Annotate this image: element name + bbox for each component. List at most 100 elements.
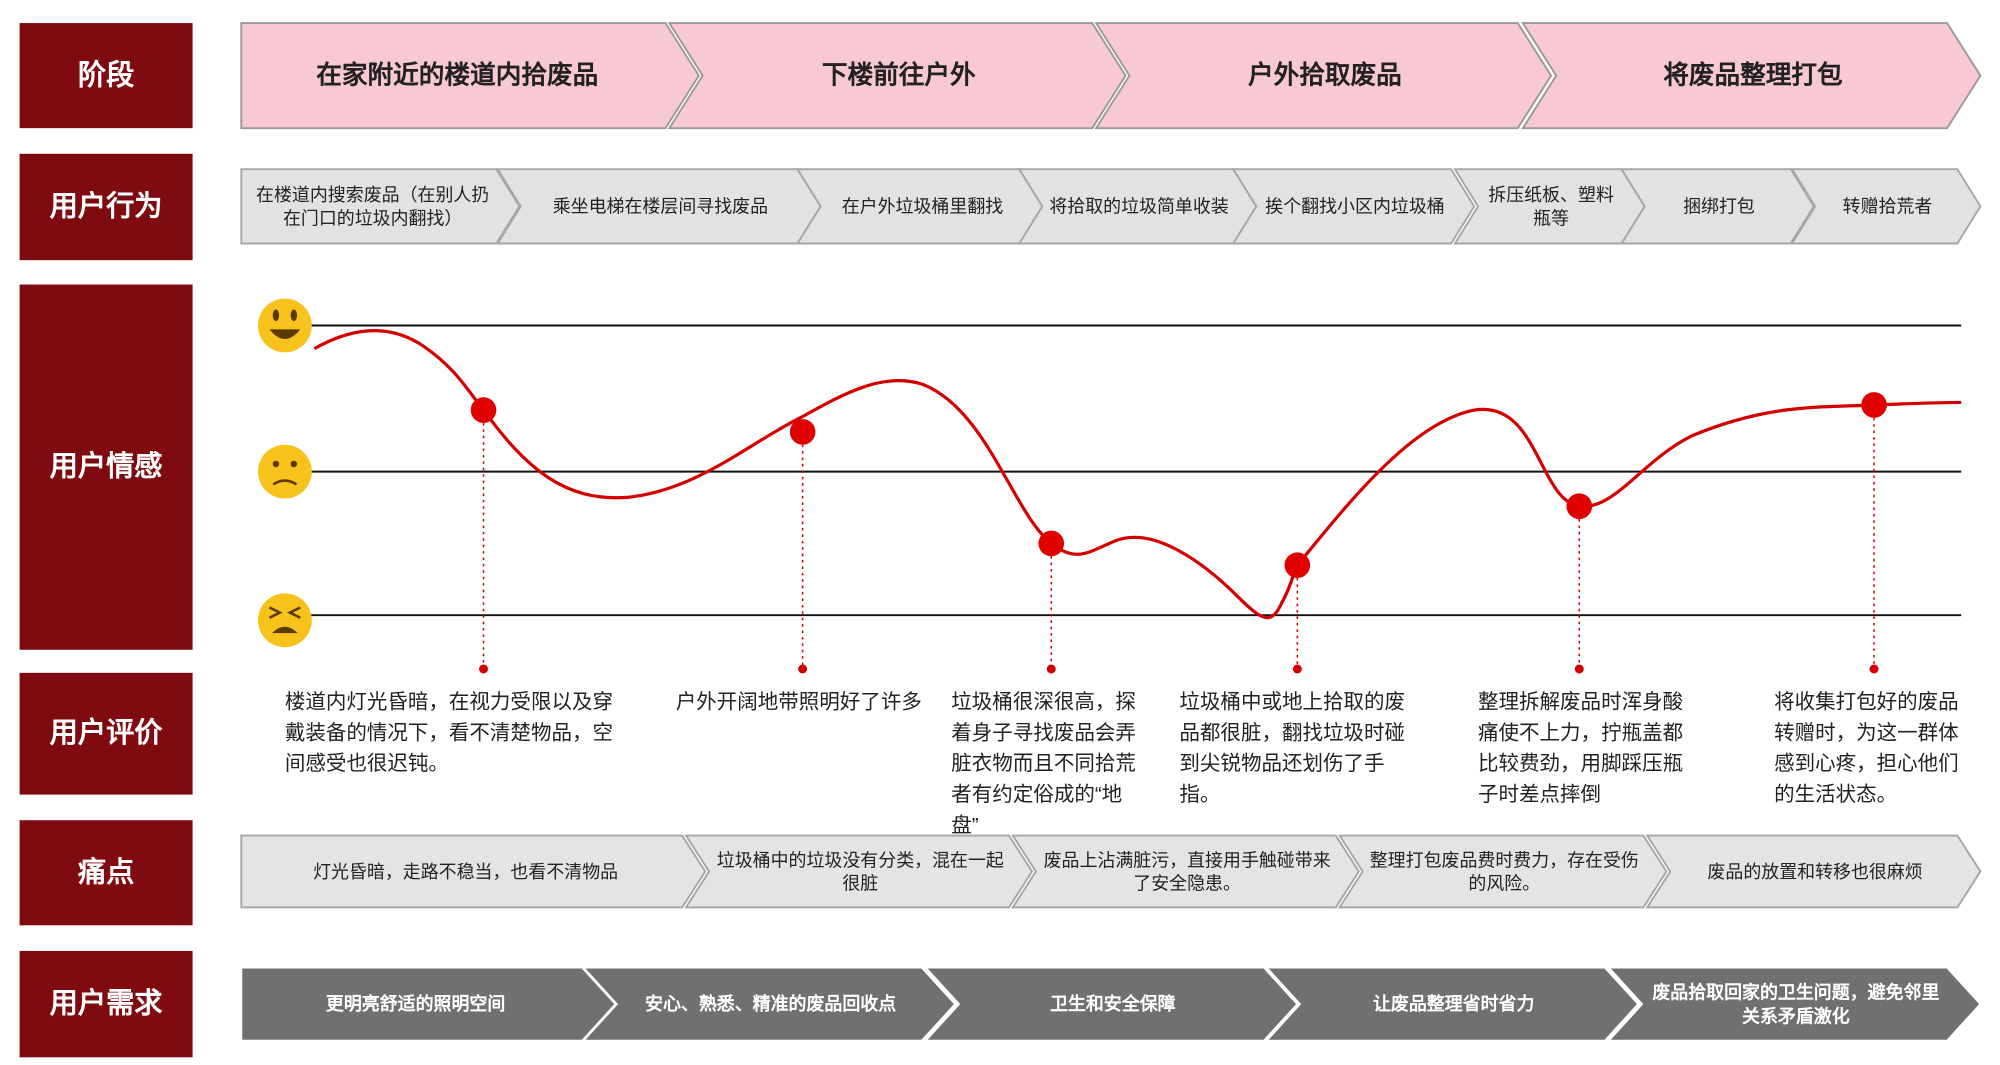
stage: 户外拾取废品 bbox=[1247, 61, 1402, 90]
behavior-box: 在楼道内搜索废品（在别人扔在门口的垃圾内翻找） bbox=[256, 184, 490, 229]
need: 让废品整理省时省力 bbox=[1372, 993, 1535, 1015]
emotion-leader-end bbox=[479, 664, 489, 674]
need-shape bbox=[581, 966, 957, 1042]
emotion-point bbox=[1566, 493, 1593, 520]
emotion-curve bbox=[313, 329, 1962, 620]
stage-shape bbox=[1094, 22, 1553, 130]
row-label-box: 痛点 bbox=[77, 855, 135, 888]
need-shape bbox=[1264, 966, 1640, 1042]
behavior-shape bbox=[1790, 168, 1982, 245]
pain-point-shape bbox=[684, 834, 1034, 909]
row-label-box: 用户情感 bbox=[49, 450, 163, 483]
emotion-point bbox=[1038, 530, 1065, 557]
need-shape bbox=[1606, 966, 1982, 1042]
emotion-points bbox=[470, 392, 1887, 674]
emotion-leader-end bbox=[798, 664, 808, 674]
stage: 将废品整理打包 bbox=[1663, 61, 1843, 90]
row-label-bg bbox=[19, 950, 193, 1058]
pain-point: 垃圾桶中的垃圾没有分类，混在一起很脏 bbox=[716, 849, 1004, 894]
stage-shape bbox=[667, 22, 1127, 130]
behavior: 乘坐电梯在楼层间寻找废品 bbox=[552, 195, 769, 217]
row-label: 用户行为 bbox=[49, 189, 163, 222]
row-label-box: 用户行为 bbox=[49, 189, 163, 222]
behavior-shape bbox=[240, 168, 521, 245]
pain-point-box: 垃圾桶中的垃圾没有分类，混在一起很脏 bbox=[716, 849, 1004, 894]
row-label: 痛点 bbox=[77, 855, 135, 888]
behavior-box: 将拾取的垃圾简单收装 bbox=[1049, 195, 1229, 217]
pain-point: 整理打包废品费时费力，存在受伤的风险。 bbox=[1369, 849, 1639, 894]
pain-point-shape bbox=[240, 834, 707, 909]
comment-box: 整理拆解废品时浑身酸痛使不上力，拧瓶盖都比较费劲，用脚踩压瓶子时差点摔倒 bbox=[1478, 692, 1684, 807]
behavior: 在楼道内搜索废品（在别人扔在门口的垃圾内翻找） bbox=[256, 184, 490, 229]
behavior-box: 挨个翻找小区内垃圾桶 bbox=[1265, 195, 1445, 217]
behavior-shape bbox=[1231, 168, 1476, 245]
stage-shape bbox=[1521, 22, 1982, 130]
row-label: 阶段 bbox=[77, 58, 135, 91]
need: 更明亮舒适的照明空间 bbox=[325, 993, 506, 1015]
emotion-grid bbox=[307, 324, 1962, 617]
behavior: 在户外垃圾桶里翻找 bbox=[841, 195, 1004, 217]
comment-box: 楼道内灯光昏暗，在视力受限以及穿戴装备的情况下，看不清楚物品，空间感受也很迟钝。 bbox=[284, 692, 613, 776]
row-label: 用户评价 bbox=[49, 716, 163, 749]
pain-point-box: 废品的放置和转移也很麻烦 bbox=[1707, 861, 1923, 882]
emotion-point bbox=[1861, 392, 1887, 418]
comment: 垃圾桶很深很高，探着身子寻找废品会弄脏衣物而且不同拾荒者有约定俗成的“地盘” bbox=[951, 692, 1136, 836]
behavior: 挨个翻找小区内垃圾桶 bbox=[1265, 195, 1445, 217]
emotion-leader-end bbox=[1292, 664, 1302, 674]
pain-point-shape bbox=[1337, 834, 1668, 909]
row-label: 用户情感 bbox=[49, 450, 163, 483]
behavior-box: 在户外垃圾桶里翻找 bbox=[841, 195, 1004, 217]
row-label-box: 用户需求 bbox=[49, 987, 163, 1020]
pain-point: 废品的放置和转移也很麻烦 bbox=[1707, 861, 1923, 882]
emoji-happy bbox=[257, 298, 312, 353]
pain-point-shape bbox=[1645, 834, 1982, 909]
need: 安心、熟悉、精准的废品回收点 bbox=[645, 993, 897, 1015]
need-box: 卫生和安全保障 bbox=[1049, 993, 1176, 1015]
stage-box: 下楼前往户外 bbox=[821, 61, 976, 90]
stage: 下楼前往户外 bbox=[821, 61, 976, 90]
emotion-point bbox=[470, 397, 497, 423]
emotion-leader-end bbox=[1574, 664, 1584, 674]
row-label-box: 阶段 bbox=[77, 58, 135, 91]
comment-box: 户外开阔地带照明好了许多 bbox=[675, 692, 922, 714]
pain-point: 灯光昏暗，走路不稳当，也看不清物品 bbox=[313, 861, 619, 882]
need-box: 更明亮舒适的照明空间 bbox=[325, 993, 506, 1015]
pain-point-box: 灯光昏暗，走路不稳当，也看不清物品 bbox=[313, 861, 619, 882]
row-label-bg bbox=[19, 820, 193, 926]
row-label-bg bbox=[19, 23, 193, 129]
emotion-leader-end bbox=[1869, 664, 1879, 674]
pain-point-box: 整理打包废品费时费力，存在受伤的风险。 bbox=[1369, 849, 1639, 894]
stage-box: 户外拾取废品 bbox=[1247, 61, 1402, 90]
comment: 楼道内灯光昏暗，在视力受限以及穿戴装备的情况下，看不清楚物品，空间感受也很迟钝。 bbox=[284, 692, 613, 776]
emotion-point bbox=[789, 419, 816, 445]
row-label-bg bbox=[19, 672, 193, 795]
behavior: 将拾取的垃圾简单收装 bbox=[1049, 195, 1229, 217]
row-label: 用户需求 bbox=[49, 987, 163, 1020]
row-label-bg bbox=[19, 153, 193, 261]
behavior-box: 捆绑打包 bbox=[1683, 196, 1755, 217]
stage-shape bbox=[240, 22, 700, 130]
need-box: 废品拾取回家的卫生问题，避免邻里关系矛盾激化 bbox=[1652, 982, 1940, 1026]
emoji-neutral bbox=[257, 444, 312, 499]
need: 废品拾取回家的卫生问题，避免邻里关系矛盾激化 bbox=[1652, 982, 1940, 1026]
stage-box: 将废品整理打包 bbox=[1663, 61, 1843, 90]
behavior-box: 转赠拾荒者 bbox=[1842, 195, 1933, 217]
comment-box: 垃圾桶很深很高，探着身子寻找废品会弄脏衣物而且不同拾荒者有约定俗成的“地盘” bbox=[951, 692, 1136, 836]
row-label-box: 用户评价 bbox=[49, 716, 163, 749]
stage: 在家附近的楼道内拾废品 bbox=[316, 61, 599, 90]
pain-point: 废品上沾满脏污，直接用手触碰带来了安全隐患。 bbox=[1043, 849, 1331, 894]
emoji-upset bbox=[257, 593, 312, 648]
need: 卫生和安全保障 bbox=[1049, 993, 1176, 1015]
emotion-leader-end bbox=[1046, 664, 1056, 674]
behavior: 拆压纸板、塑料瓶等 bbox=[1488, 184, 1614, 229]
behavior-box: 拆压纸板、塑料瓶等 bbox=[1488, 184, 1614, 229]
comment: 整理拆解废品时浑身酸痛使不上力，拧瓶盖都比较费劲，用脚踩压瓶子时差点摔倒 bbox=[1478, 692, 1684, 807]
emotion-point bbox=[1284, 552, 1311, 578]
behavior: 转赠拾荒者 bbox=[1842, 195, 1933, 217]
comment: 将收集打包好的废品转赠时，为这一群体感到心疼，担心他们的生活状态。 bbox=[1774, 692, 1959, 807]
row-label-bg bbox=[19, 284, 193, 650]
stage-box: 在家附近的楼道内拾废品 bbox=[316, 61, 599, 90]
comment: 户外开阔地带照明好了许多 bbox=[675, 692, 922, 714]
